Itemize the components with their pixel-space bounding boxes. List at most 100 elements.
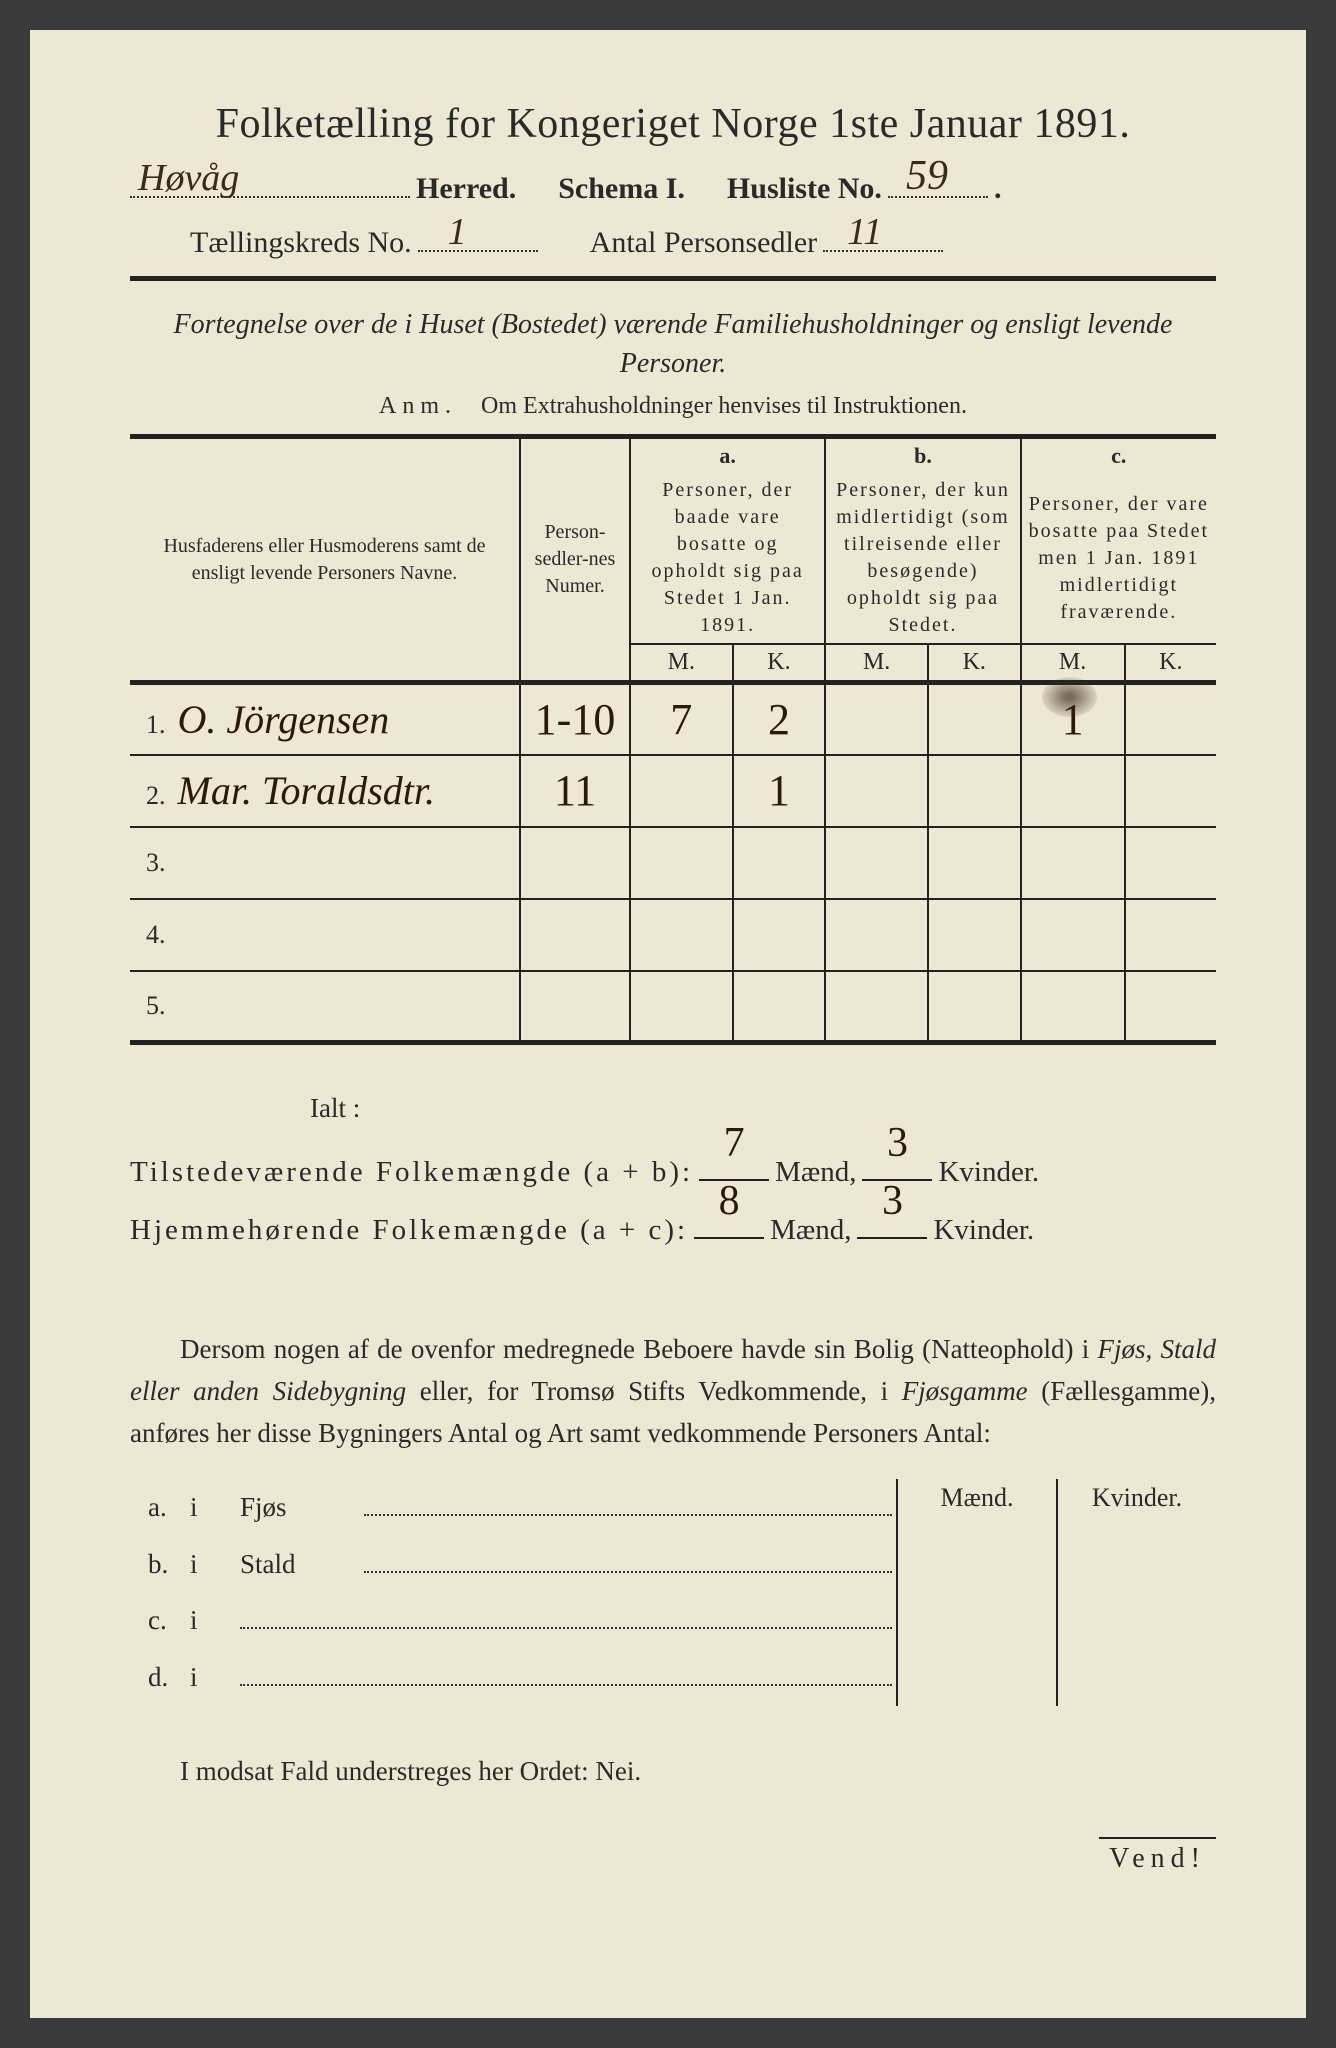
row-num: 1. [136,710,166,739]
row-am [630,971,733,1043]
schema-label: Schema I. [558,172,685,206]
husliste-field: 59 [888,166,988,198]
col-a-label: a. [630,437,825,474]
husliste-label: Husliste No. [727,172,882,206]
row-num: 4. [136,920,166,949]
ialt-label: Ialt : [310,1081,1216,1135]
anm-label: Anm. [379,393,457,419]
col-c-k: K. [1125,644,1216,683]
side-row: a. i Fjøs [130,1479,896,1536]
side-row-type: Stald [240,1536,360,1593]
instructions-paragraph: Dersom nogen af de ovenfor medregnede Be… [130,1329,1216,1455]
totals-line2-m-field: 8 [694,1237,764,1239]
row-bm [825,683,928,755]
row-nums [520,827,630,899]
col-b-m: M. [825,644,928,683]
side-row-lbl: c. [130,1592,190,1649]
col-b-text: Personer, der kun midlertidigt (som tilr… [836,479,1010,636]
col-nums-header: Person-sedler-nes Numer. [520,437,630,683]
totals-line-2: Hjemmehørende Folkemængde (a + c): 8 Mæn… [130,1201,1216,1259]
table-row: 1. O. Jörgensen 1-10 7 2 1 [130,683,1216,755]
col-b-k: K. [928,644,1021,683]
row-ck [1125,899,1216,971]
row-am [630,899,733,971]
side-row-lbl: a. [130,1479,190,1536]
totals-line2-k: 3 [882,1159,903,1243]
row-cm [1021,827,1125,899]
col-a-header: Personer, der baade vare bosatte og opho… [630,473,825,644]
side-row-i: i [190,1649,240,1706]
row-name: O. Jörgensen [170,697,390,742]
table-row: 4. [130,899,1216,971]
side-row-i: i [190,1536,240,1593]
col-a-m: M. [630,644,733,683]
row-name: Mar. Toraldsdtr. [170,768,436,813]
col-b-header: Personer, der kun midlertidigt (som tilr… [825,473,1020,644]
row-name-cell: 4. [130,899,520,971]
side-row-lbl: b. [130,1536,190,1593]
row-am [630,827,733,899]
row-num: 5. [136,991,166,1020]
totals-line2-label: Hjemmehørende Folkemængde (a + c): [130,1201,688,1259]
row-ck [1125,683,1216,755]
row-ak [733,899,826,971]
row-ak [733,971,826,1043]
row-bm [825,827,928,899]
row-cm [1021,899,1125,971]
side-maend-col: Mænd. [898,1479,1058,1706]
row-bk [928,827,1021,899]
footer-instruction: I modsat Fald understreges her Ordet: Ne… [130,1756,1216,1787]
row-cm [1021,755,1125,827]
census-form-page: Folketælling for Kongeriget Norge 1ste J… [30,30,1306,2018]
row-bk [928,683,1021,755]
totals-line-1: Tilstedeværende Folkemængde (a + b): 7 M… [130,1143,1216,1201]
herred-value: Høvåg [138,156,239,200]
herred-label: Herred. [416,172,516,206]
herred-field: Høvåg [130,166,410,198]
row-cm [1021,971,1125,1043]
dotted-line [364,1571,892,1573]
antal-value: 11 [847,210,882,254]
row-nums [520,899,630,971]
row-bm [825,971,928,1043]
totals-line1-label: Tilstedeværende Folkemængde (a + b): [130,1143,693,1201]
side-row: d. i [130,1649,896,1706]
anm-text: Om Extrahusholdninger henvises til Instr… [481,393,967,419]
col-c-text: Personer, der vare bosatte paa Stedet me… [1029,493,1209,623]
side-row-i: i [190,1592,240,1649]
row-num: 3. [136,848,166,877]
anm-line: Anm. Om Extrahusholdninger henvises til … [130,393,1216,420]
row-name-cell: 3. [130,827,520,899]
page-title: Folketælling for Kongeriget Norge 1ste J… [130,100,1216,148]
side-row-i: i [190,1479,240,1536]
row-am [630,755,733,827]
row-bk [928,971,1021,1043]
col-c-header: Personer, der vare bosatte paa Stedet me… [1021,473,1216,644]
tkreds-field: 1 [418,220,538,252]
col-names-text: Husfaderens eller Husmoderens samt de en… [163,535,485,584]
col-b-label: b. [825,437,1020,474]
side-right: Mænd. Kvinder. [896,1479,1216,1706]
antal-label: Antal Personsedler [590,226,817,260]
col-a-k: K. [733,644,826,683]
row-ck [1125,827,1216,899]
row-num: 2. [136,781,166,810]
subtitle: Fortegnelse over de i Huset (Bostedet) v… [130,305,1216,383]
husliste-value: 59 [906,152,948,200]
totals-line2-m: 8 [719,1159,740,1243]
rule-divider [130,276,1216,281]
totals-line2-k-field: 3 [857,1237,927,1239]
col-c-label: c. [1021,437,1216,474]
side-kvinder-col: Kvinder. [1058,1479,1216,1706]
row-cm: 1 [1021,683,1125,755]
side-row-lbl: d. [130,1649,190,1706]
row-bk [928,899,1021,971]
tkreds-value: 1 [448,210,467,254]
header-line-2: Tællingskreds No. 1 Antal Personsedler 1… [190,220,1216,260]
row-ak: 1 [733,755,826,827]
col-a-text: Personer, der baade vare bosatte og opho… [652,479,804,636]
side-row: c. i [130,1592,896,1649]
row-bm [825,899,928,971]
side-left: a. i Fjøs b. i Stald c. i d. i [130,1479,896,1706]
side-row: b. i Stald [130,1536,896,1593]
